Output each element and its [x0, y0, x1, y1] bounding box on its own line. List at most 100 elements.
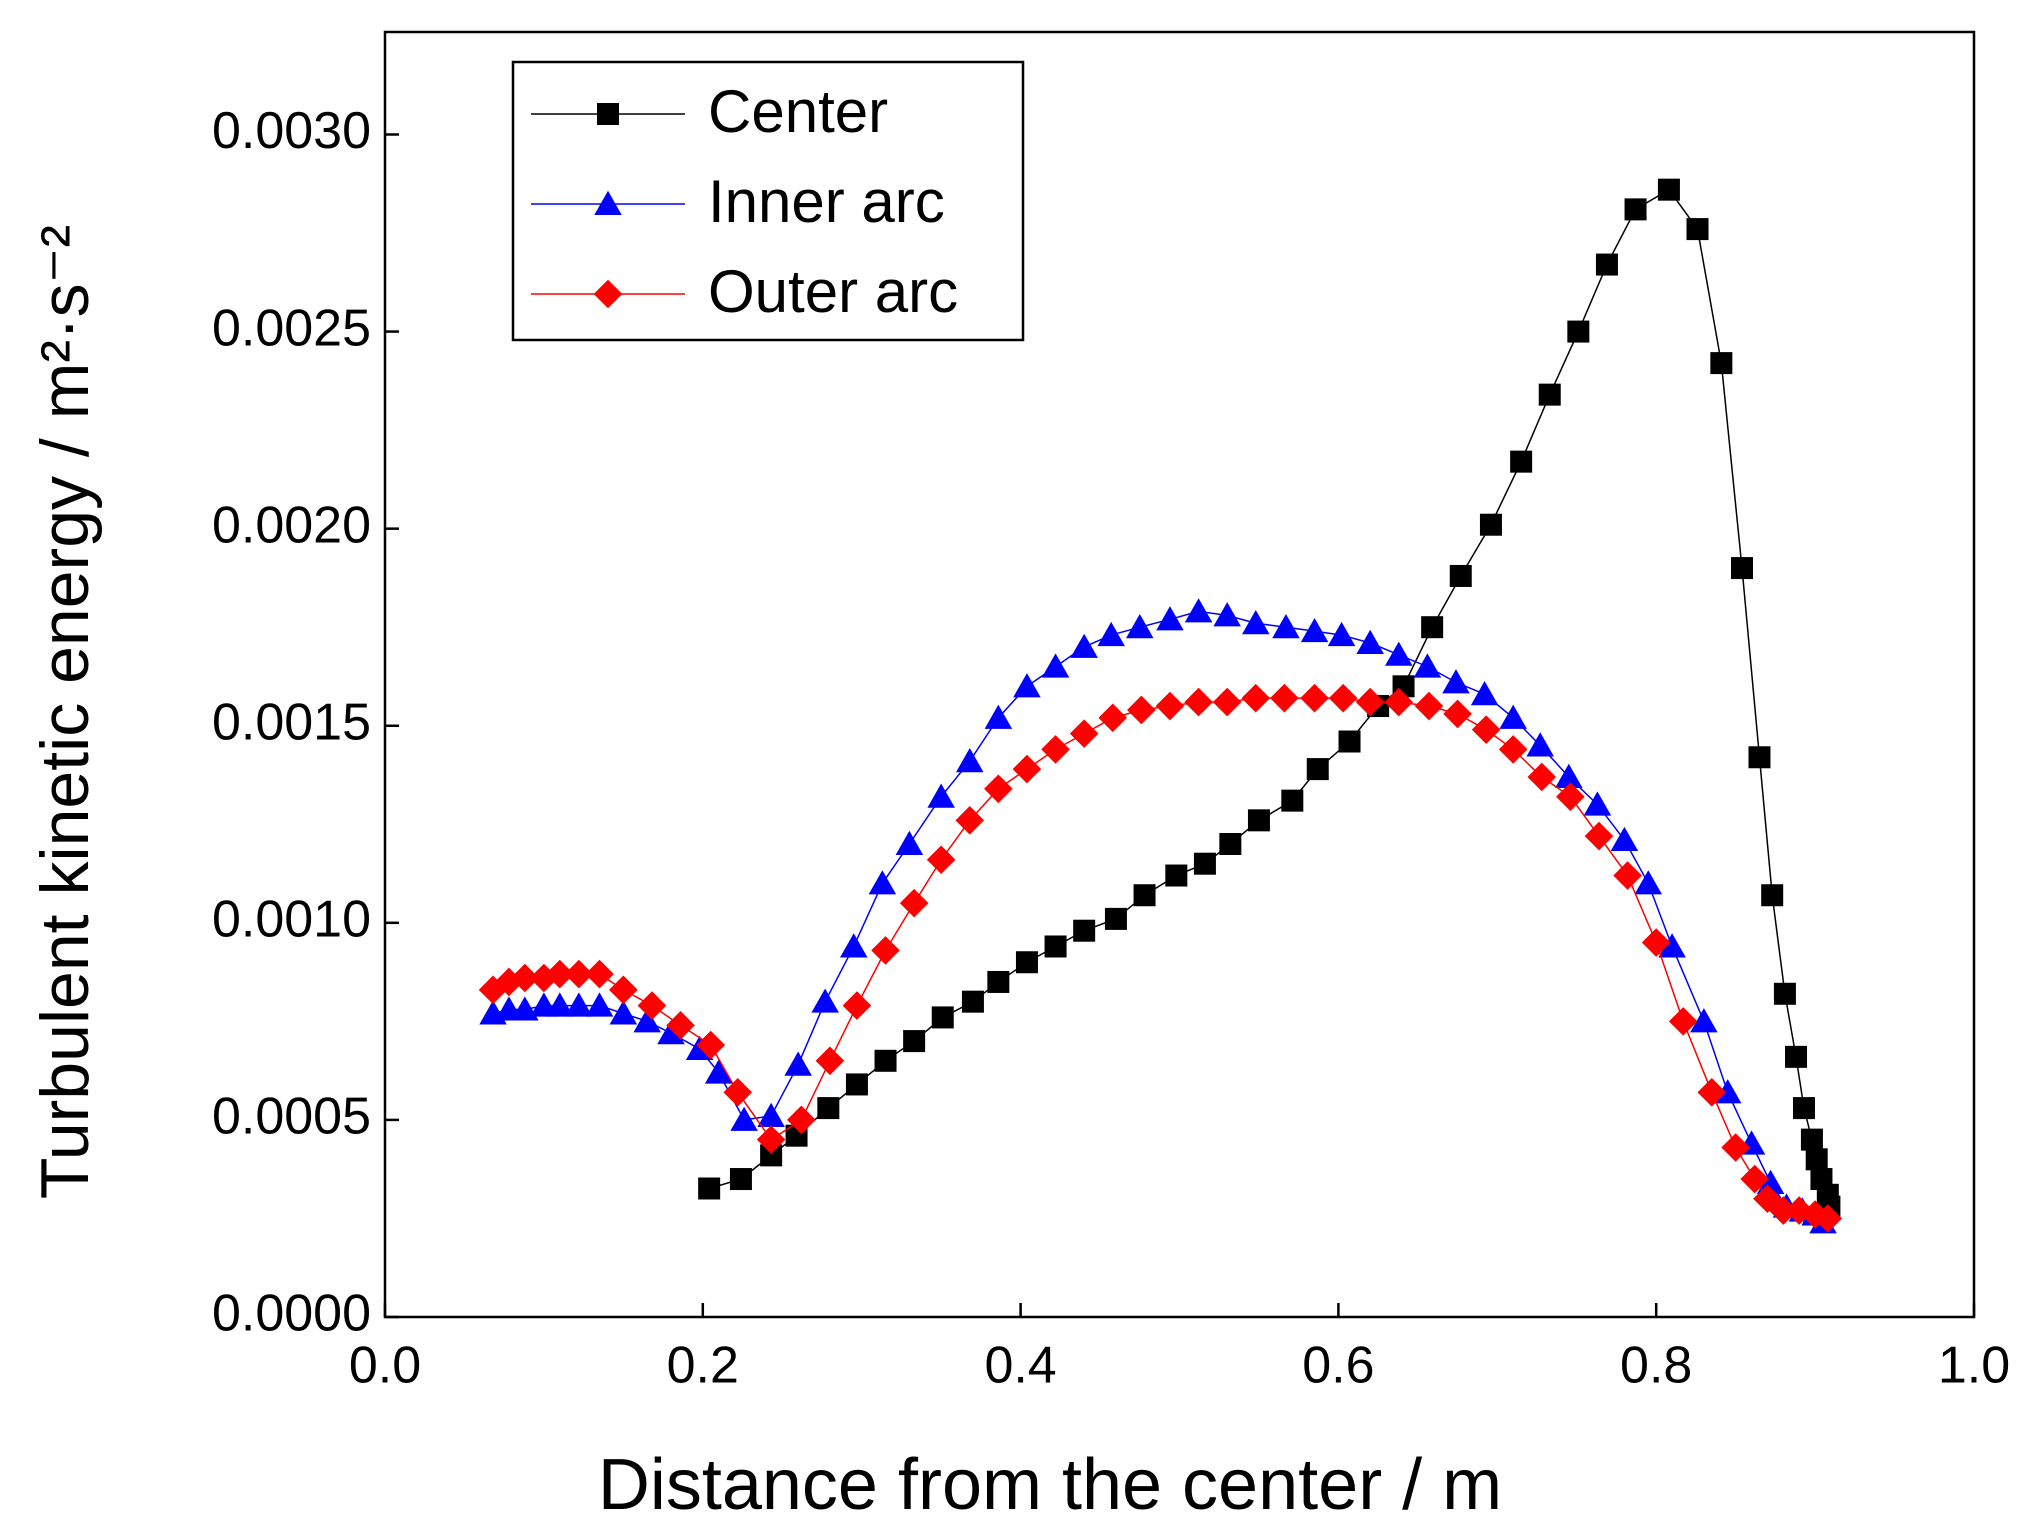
marker [1073, 919, 1096, 942]
marker [1328, 683, 1358, 713]
marker [1212, 687, 1242, 717]
marker [1385, 641, 1413, 666]
marker [1165, 864, 1188, 887]
marker [1156, 606, 1184, 631]
marker [1624, 198, 1647, 221]
marker [815, 1046, 845, 1076]
marker [987, 970, 1010, 993]
marker [609, 1000, 638, 1025]
y-tick-label: 0.0005 [212, 1088, 371, 1146]
marker [874, 1049, 897, 1072]
marker [756, 1125, 786, 1154]
y-tick-label: 0.0025 [212, 299, 371, 357]
marker [585, 959, 614, 989]
marker [1184, 598, 1213, 623]
series-line [492, 610, 1824, 1223]
marker [1355, 687, 1385, 717]
marker [899, 888, 929, 918]
marker [1015, 951, 1038, 974]
y-tick-label: 0.0015 [212, 693, 371, 751]
marker [1697, 1078, 1727, 1107]
marker [637, 991, 667, 1020]
marker [729, 1168, 752, 1191]
marker [1756, 1169, 1785, 1194]
marker [1013, 673, 1041, 698]
marker [1479, 513, 1502, 536]
marker [1690, 1008, 1718, 1033]
marker [1658, 933, 1686, 958]
marker [1610, 826, 1639, 852]
marker [842, 991, 872, 1020]
legend-label: Inner arc [708, 168, 945, 235]
marker [1127, 695, 1156, 725]
legend-label: Outer arc [708, 258, 958, 325]
plot-frame [383, 30, 1976, 1319]
marker [1613, 861, 1642, 890]
marker [757, 1102, 785, 1127]
y-tick-label: 0.0000 [212, 1285, 371, 1343]
marker [1800, 1128, 1823, 1151]
marker [1721, 1133, 1750, 1162]
marker [564, 959, 594, 989]
marker [927, 783, 955, 808]
marker [1306, 758, 1329, 781]
marker [1641, 928, 1671, 957]
marker [1584, 821, 1614, 851]
marker [811, 988, 839, 1013]
marker [1634, 870, 1663, 895]
marker [1657, 178, 1680, 201]
marker [1242, 610, 1270, 635]
marker [1070, 633, 1098, 658]
marker [1769, 1196, 1798, 1225]
marker [1104, 907, 1127, 930]
marker [1785, 1045, 1808, 1068]
marker [871, 936, 900, 965]
x-tick-label: 1.0 [1938, 1337, 2010, 1395]
marker [1813, 1204, 1843, 1233]
marker [585, 992, 614, 1017]
x-tick-label: 0.6 [1302, 1337, 1374, 1395]
marker [1748, 746, 1771, 769]
marker [1069, 719, 1099, 748]
marker [1583, 791, 1612, 816]
marker [1442, 669, 1470, 694]
y-tick-label: 0.0020 [212, 496, 371, 554]
marker [666, 1011, 695, 1040]
marker [1499, 704, 1527, 729]
x-axis-title: Distance from the center / m [598, 1445, 1502, 1525]
marker [1555, 763, 1583, 788]
marker [1281, 789, 1304, 812]
marker [1710, 352, 1733, 375]
marker [698, 1177, 721, 1200]
marker [730, 1106, 758, 1131]
marker [1413, 653, 1442, 678]
marker [1384, 687, 1414, 717]
marker [1193, 852, 1216, 875]
marker [961, 990, 984, 1013]
marker [1792, 1097, 1815, 1120]
y-tick-label: 0.0030 [212, 102, 371, 160]
marker [696, 1030, 726, 1060]
marker [609, 975, 638, 1005]
marker [1414, 691, 1444, 721]
x-tick-label: 0.8 [1620, 1337, 1692, 1395]
marker [984, 704, 1013, 729]
marker [546, 992, 574, 1017]
marker [1155, 691, 1185, 721]
marker [1686, 218, 1709, 241]
marker [1471, 715, 1501, 744]
marker [1731, 557, 1754, 580]
legend: Center Inner arc Outer arc [511, 60, 1025, 342]
marker [1041, 735, 1070, 764]
marker [545, 959, 575, 989]
marker [1510, 450, 1533, 473]
marker [1538, 383, 1561, 406]
marker [657, 1019, 685, 1045]
marker [895, 830, 924, 855]
marker [1740, 1164, 1770, 1194]
marker [903, 1030, 926, 1053]
legend-marker [597, 103, 619, 125]
x-tick-label: 0.2 [667, 1337, 739, 1395]
marker [1443, 699, 1472, 729]
marker [1421, 616, 1444, 639]
